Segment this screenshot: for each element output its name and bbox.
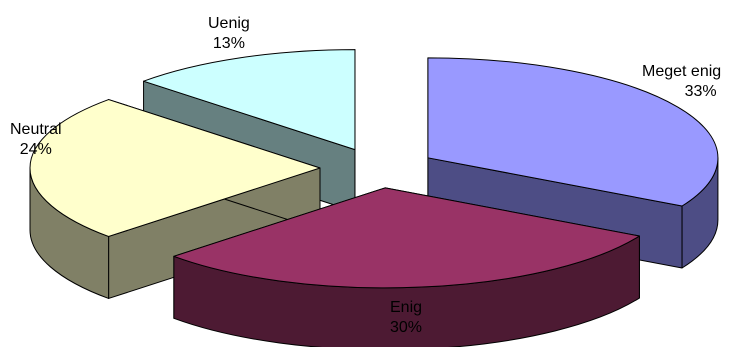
- label-uenig-value: 13%: [212, 35, 245, 52]
- label-meget-enig-value: 33%: [684, 83, 717, 100]
- label-meget-enig: Meget enig 33%: [642, 62, 721, 102]
- slice-meget-enig-top: [427, 57, 719, 207]
- label-uenig-name: Uenig: [208, 15, 250, 32]
- label-enig-name: Enig: [390, 299, 423, 316]
- label-neutral-name: Neutral: [10, 121, 62, 138]
- label-uenig: Uenig 13%: [208, 14, 250, 54]
- label-neutral: Neutral 24%: [10, 120, 62, 160]
- slice-enig-top: [173, 187, 640, 289]
- slice-uenig-top: [143, 49, 356, 151]
- slice-neutral-top: [29, 99, 321, 237]
- slice-tops: [29, 49, 719, 289]
- label-meget-enig-name: Meget enig: [642, 63, 722, 80]
- label-enig-value: 30%: [390, 319, 423, 336]
- label-enig: Enig 30%: [390, 298, 422, 338]
- label-neutral-value: 24%: [19, 141, 52, 158]
